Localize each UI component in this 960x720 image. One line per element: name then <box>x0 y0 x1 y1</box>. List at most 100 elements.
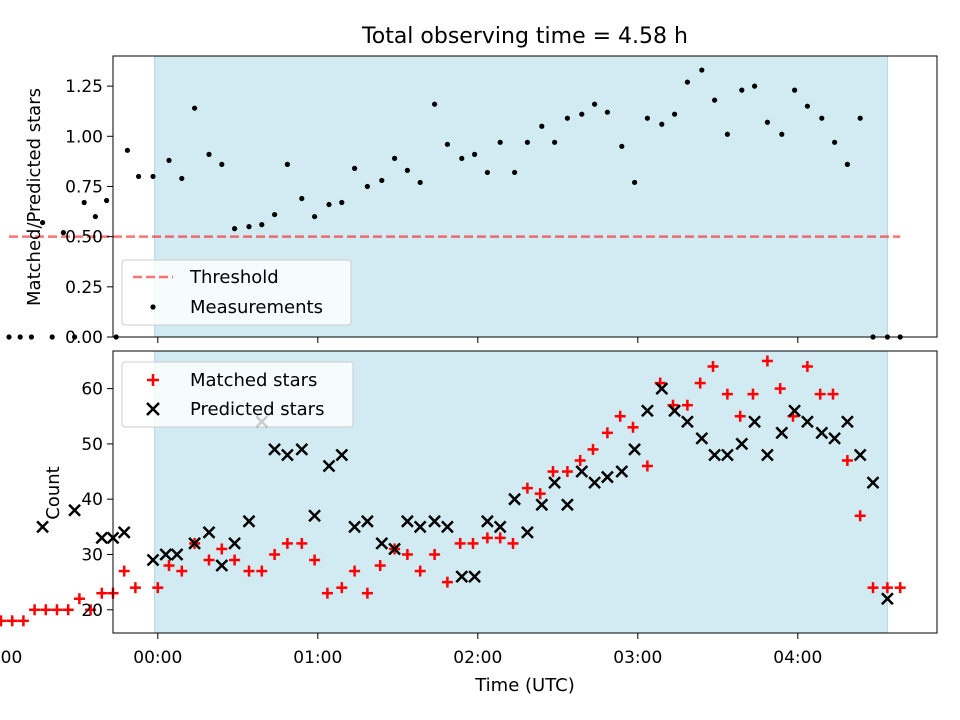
measurement-point <box>192 105 198 111</box>
y-tick-label: 0.00 <box>65 328 103 348</box>
measurement-point <box>299 195 305 202</box>
matched-star-point <box>176 565 188 577</box>
matched-star-point <box>707 360 719 372</box>
matched-star-point <box>441 576 453 588</box>
y-tick-label: 20 <box>81 601 103 621</box>
measurement-point <box>511 169 518 176</box>
matched-star-point <box>827 388 839 400</box>
matched-star-point <box>269 548 281 560</box>
predicted-star-point <box>748 415 761 429</box>
predicted-star-point <box>268 443 281 456</box>
measurement-point <box>136 173 142 180</box>
predicted-star-point <box>202 525 216 539</box>
measurement-point <box>792 87 798 93</box>
measurement-point <box>379 177 385 184</box>
matched-star-point <box>256 565 268 577</box>
measurement-point <box>326 201 332 208</box>
y-tick-label: 1.00 <box>65 127 103 147</box>
matched-star-point <box>374 560 386 572</box>
matched-star-point <box>349 565 361 577</box>
count-y-ticks: 20 30 40 50 60 <box>81 380 113 621</box>
measurement-point <box>246 224 252 230</box>
legend-predicted-swatch <box>146 402 160 416</box>
matched-star-point <box>614 410 626 422</box>
legend-box <box>121 361 354 428</box>
measurement-point <box>312 213 318 220</box>
matched-star-point <box>507 537 519 549</box>
matched-star-point <box>587 443 599 455</box>
measurement-point <box>539 123 545 129</box>
predicted-star-point <box>721 448 734 462</box>
predicted-star-point <box>695 431 709 445</box>
ratio-panel: 0.00 0.25 0.50 0.75 1.00 1.25 Matched/Predict… <box>6 55 938 348</box>
matched-star-point <box>0 615 7 627</box>
predicted-star-point <box>159 548 173 561</box>
matched-star-point <box>414 565 426 577</box>
y-tick-label: 40 <box>81 490 103 510</box>
measurement-point <box>392 155 398 161</box>
y-tick-label: 50 <box>81 435 103 455</box>
predicted-star-point <box>841 415 854 429</box>
measurement-point <box>179 175 185 182</box>
predicted-star-point <box>708 448 721 462</box>
measurement-point <box>72 334 78 340</box>
legend-predicted-label: Predicted stars <box>190 399 324 420</box>
measurement-point <box>404 167 410 174</box>
predicted-star-point <box>348 520 361 534</box>
predicted-star-point <box>668 404 681 418</box>
ratio-x-ticks <box>157 337 799 343</box>
ratio-y-ticks: 0.00 0.25 0.50 0.75 1.00 1.25 <box>65 77 113 348</box>
measurement-point <box>219 161 225 167</box>
x-tick-label: 23:00 <box>0 648 22 668</box>
matched-star-point <box>801 360 813 372</box>
predicted-star-point <box>801 415 814 429</box>
measurement-point <box>752 83 758 89</box>
predicted-star-point <box>481 514 494 528</box>
predicted-star-point <box>215 559 229 572</box>
predicted-star-point <box>508 492 521 506</box>
y-tick-label: 60 <box>81 380 103 400</box>
matched-star-point <box>40 604 52 616</box>
measurement-point <box>352 165 358 171</box>
matched-star-point <box>601 427 613 439</box>
matched-star-point <box>854 510 866 522</box>
measurement-point <box>592 101 598 107</box>
matched-star-point <box>814 388 826 400</box>
predicted-star-point <box>601 470 614 484</box>
matched-star-point <box>681 399 693 411</box>
measurement-point <box>604 109 611 115</box>
count-plot-frame <box>112 350 938 634</box>
y-tick-label: 1.25 <box>65 77 103 97</box>
matched-star-point <box>574 454 586 466</box>
legend-matched-swatch <box>147 374 159 386</box>
x-tick-label: 04:00 <box>773 648 822 668</box>
matched-star-point <box>203 554 215 566</box>
measurement-point <box>739 87 745 93</box>
predicted-stars-points <box>36 382 894 606</box>
matched-star-point <box>129 582 141 594</box>
measurement-point <box>339 199 345 206</box>
measurement-point <box>619 143 625 149</box>
matched-star-point <box>17 615 29 627</box>
predicted-star-point <box>493 520 507 534</box>
measurement-point <box>524 139 531 145</box>
count-y-axis-label: Count <box>43 466 64 519</box>
x-axis-label: Time (UTC) <box>474 675 575 696</box>
matched-star-point <box>481 532 493 544</box>
matched-star-point <box>534 488 546 500</box>
measurement-point <box>60 230 66 236</box>
measurement-points <box>6 67 903 340</box>
legend-measurements-label: Measurements <box>190 297 323 318</box>
measurement-point <box>150 173 156 180</box>
ratio-legend: Threshold Measurements <box>121 259 352 326</box>
matched-star-point <box>547 466 559 478</box>
x-tick-label: 03:00 <box>613 648 662 668</box>
measurement-point <box>40 219 46 226</box>
matched-star-point <box>336 582 348 594</box>
measurement-point <box>17 334 23 340</box>
matched-star-point <box>694 377 706 389</box>
matched-star-point <box>118 565 130 577</box>
matched-star-point <box>96 587 108 599</box>
predicted-star-point <box>853 448 867 462</box>
